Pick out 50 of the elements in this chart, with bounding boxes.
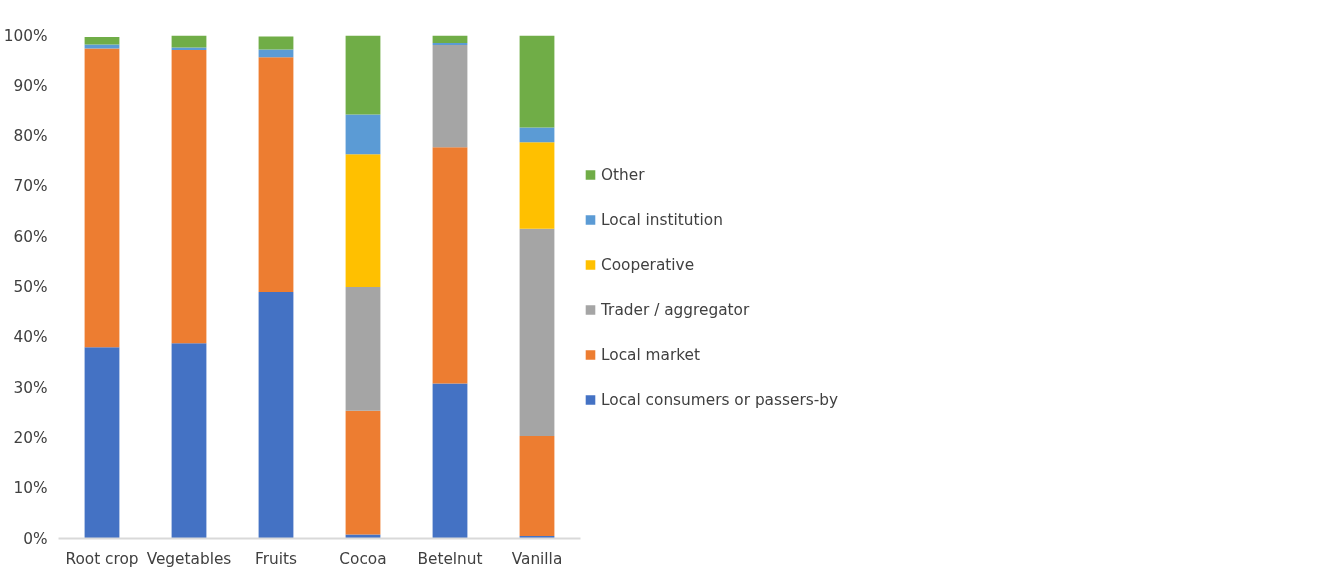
y-tick-label: 10% (13, 479, 48, 498)
bar (171, 35, 207, 48)
bar (519, 35, 555, 128)
legend-label: Other (601, 165, 645, 183)
bar (345, 287, 381, 411)
legend-label: Local institution (601, 210, 723, 228)
legend-label: Trader / aggregator (601, 300, 750, 318)
bar (84, 347, 120, 539)
y-tick-label: 0% (23, 529, 48, 548)
y-tick-label: 70% (13, 177, 48, 196)
legend-label: Local consumers or passers-by (601, 390, 839, 408)
bar (171, 50, 207, 344)
bar (519, 127, 555, 143)
y-tick-label: 20% (13, 428, 48, 447)
bar (258, 292, 294, 539)
x-tick-label: Betelnut (417, 549, 483, 568)
y-tick-label: 80% (13, 127, 48, 146)
bar (345, 35, 381, 115)
bar (432, 383, 468, 539)
bar (258, 36, 294, 50)
y-tick-label: 60% (13, 227, 48, 246)
x-tick-label: Fruits (255, 549, 297, 568)
bar (432, 43, 468, 46)
y-tick-label: 50% (13, 278, 48, 296)
bar (345, 410, 381, 535)
x-tick-label: Vanilla (511, 549, 563, 568)
bar (84, 48, 120, 348)
bar (258, 49, 294, 58)
y-tick-label: 30% (13, 378, 48, 397)
bar (345, 534, 381, 539)
y-tick-label: 90% (13, 76, 48, 95)
bar (519, 228, 555, 436)
legend-label: Local market (601, 345, 700, 363)
bar (258, 57, 294, 293)
x-tick-label: Root crop (65, 549, 139, 568)
bar (84, 44, 120, 49)
legend-label: Cooperative (601, 255, 695, 273)
x-tick-label: Vegetables (146, 549, 232, 568)
bar (345, 114, 381, 155)
bar (171, 343, 207, 539)
bar (432, 147, 468, 384)
bar (519, 435, 555, 536)
bar (84, 37, 120, 45)
bar (432, 45, 468, 148)
bar (345, 154, 381, 287)
bar (519, 142, 555, 229)
y-tick-label: 100% (3, 26, 48, 45)
x-tick-label: Cocoa (339, 549, 387, 568)
y-tick-label: 40% (13, 328, 48, 347)
bar (432, 35, 468, 44)
